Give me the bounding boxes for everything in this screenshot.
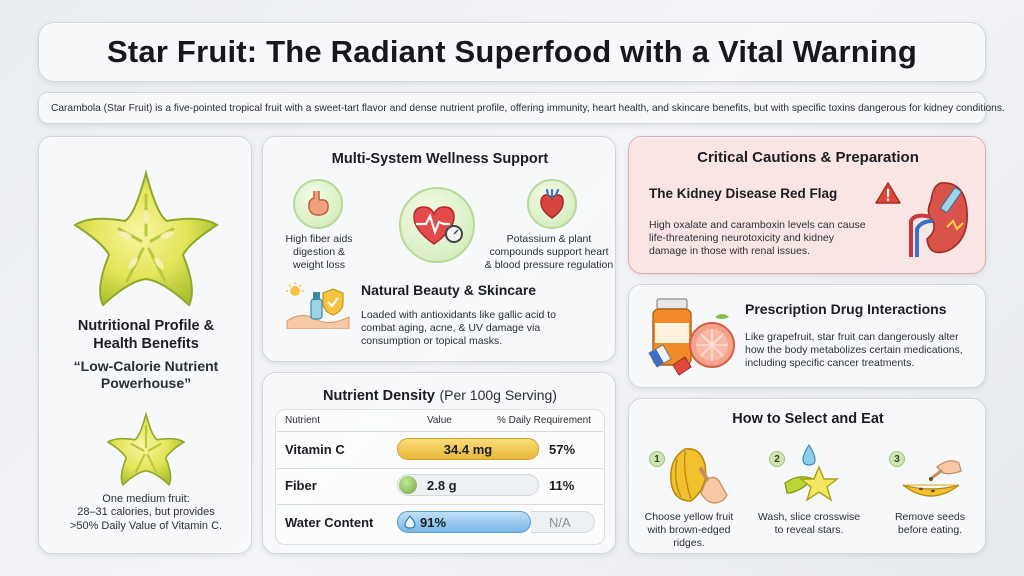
star-fruit-large-icon — [73, 169, 219, 307]
step-3-text: Remove seeds before eating. — [894, 511, 966, 536]
profile-note: One medium fruit: 28–31 calories, but pr… — [69, 493, 223, 532]
kidney-heading: The Kidney Disease Red Flag — [649, 186, 838, 201]
table-divider — [277, 468, 603, 469]
table-row-dv: N/A — [549, 515, 571, 530]
wellness-card: Multi-System Wellness Support High fiber… — [262, 136, 616, 362]
water-value-bar: 91% — [397, 511, 531, 533]
table-row-name: Vitamin C — [285, 442, 345, 457]
profile-quote: “Low-Calorie Nutrient Powerhouse” — [73, 358, 219, 392]
choose-fruit-icon — [669, 448, 728, 504]
kidney-icon — [909, 182, 968, 257]
water-track — [531, 511, 595, 533]
table-divider — [277, 504, 603, 505]
fiber-indicator — [399, 476, 417, 494]
table-row-name: Water Content — [285, 515, 374, 530]
critical-cautions-card: Critical Cautions & Preparation The Kidn… — [628, 136, 986, 274]
kidney-text: High oxalate and caramboxin levels can c… — [649, 219, 866, 257]
step-number: 2 — [769, 451, 785, 467]
heart-monitor-icon — [399, 187, 475, 263]
drug-interactions-card: Prescription Drug Interactions Like grap… — [628, 284, 986, 388]
intro-text: Carambola (Star Fruit) is a five-pointed… — [51, 102, 1005, 114]
star-fruit-small-icon — [106, 412, 186, 487]
page-title: Star Fruit: The Radiant Superfood with a… — [107, 34, 917, 69]
anatomical-heart-icon — [527, 179, 577, 229]
table-row-value: 2.8 g — [427, 478, 457, 493]
warning-icon — [875, 182, 901, 204]
step-number: 1 — [649, 451, 665, 467]
cautions-heading: Critical Cautions & Preparation — [697, 149, 919, 166]
nutrient-heading: Nutrient Density (Per 100g Serving) — [323, 387, 557, 404]
slice-fruit-icon — [784, 443, 839, 502]
step-1-text: Choose yellow fruit with brown-edged rid… — [644, 511, 734, 549]
fiber-track — [397, 474, 539, 496]
how-to-select-card: How to Select and Eat 1 Choose yellow fr… — [628, 398, 986, 554]
title-banner: Star Fruit: The Radiant Superfood with a… — [38, 22, 986, 82]
step-number: 3 — [889, 451, 905, 467]
step-2-text: Wash, slice crosswise to reveal stars. — [757, 511, 861, 536]
table-row-name: Fiber — [285, 478, 317, 493]
beauty-text: Loaded with antioxidants like gallic aci… — [361, 309, 556, 347]
nutrient-density-card: Nutrient Density (Per 100g Serving) Nutr… — [262, 372, 616, 554]
water-drop-icon — [404, 515, 416, 529]
col-nutrient-header: Nutrient — [285, 415, 321, 426]
intro-banner: Carambola (Star Fruit) is a five-pointed… — [38, 92, 1005, 124]
col-dv-header: % Daily Requirement — [497, 415, 591, 426]
heart-text: Potassium & plant compounds support hear… — [484, 233, 614, 271]
pill-bottle-icon — [648, 298, 692, 376]
vitamin-c-value-bar: 34.4 mg — [397, 438, 539, 460]
grapefruit-icon — [689, 314, 735, 368]
nutrition-profile-card: Nutritional Profile & Health Benefits “L… — [38, 136, 252, 554]
table-row-dv: 11% — [549, 478, 575, 493]
col-value-header: Value — [427, 415, 452, 426]
drugs-heading: Prescription Drug Interactions — [745, 301, 947, 317]
drugs-text: Like grapefruit, star fruit can dangerou… — [745, 331, 963, 369]
stomach-icon — [293, 179, 343, 229]
digestion-text: High fiber aids digestion & weight loss — [285, 233, 353, 271]
wellness-heading: Multi-System Wellness Support — [331, 151, 549, 167]
profile-heading: Nutritional Profile & Health Benefits — [77, 318, 215, 352]
select-heading: How to Select and Eat — [732, 411, 884, 427]
beauty-heading: Natural Beauty & Skincare — [361, 282, 537, 298]
table-row-dv: 57% — [549, 442, 576, 457]
remove-seeds-icon — [902, 460, 962, 497]
skincare-icon — [286, 282, 350, 329]
table-divider — [277, 431, 603, 432]
